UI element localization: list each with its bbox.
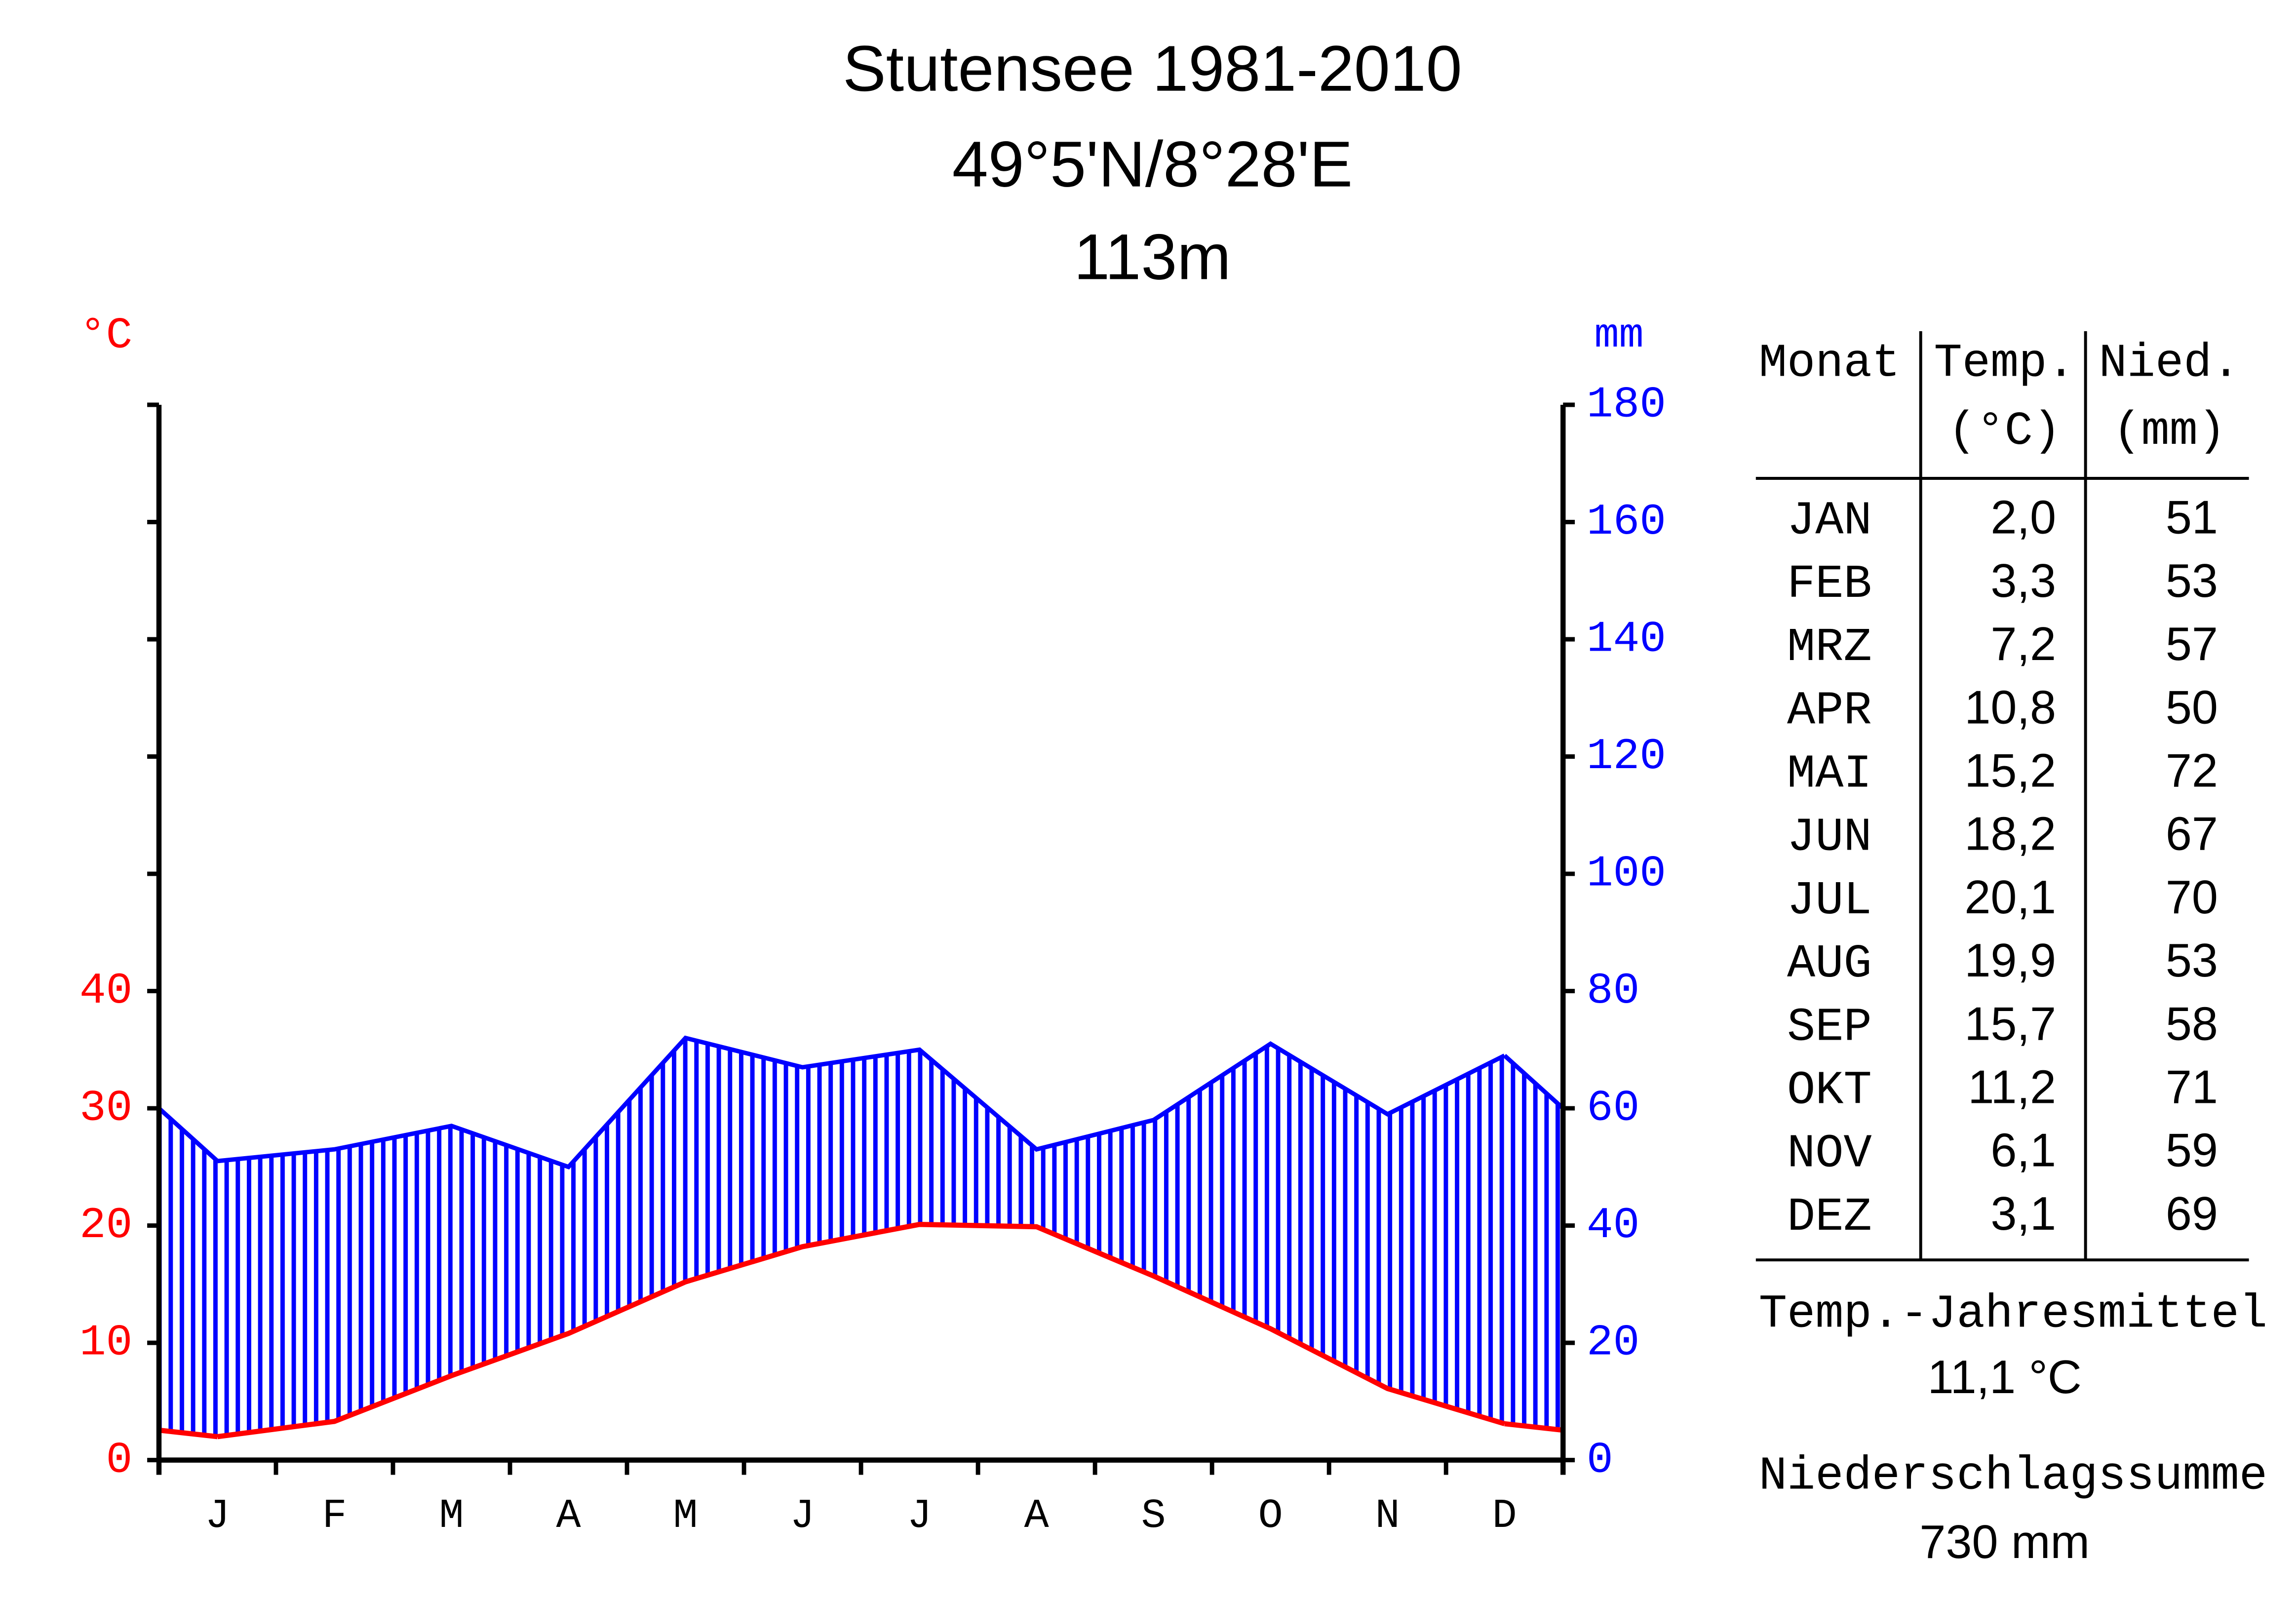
temperature-line-wrap — [158, 1427, 218, 1440]
table-precipitation: 57 — [2166, 618, 2218, 670]
y2-tick-label: 140 — [1587, 615, 1666, 664]
y2-tick-label: 40 — [1587, 1201, 1639, 1250]
table-month: NOV — [1787, 1128, 1872, 1181]
table-month: DEZ — [1787, 1191, 1872, 1244]
x-tick-label: S — [1141, 1493, 1166, 1540]
y2-axis-label: mm — [1594, 313, 1643, 359]
x-tick-label: D — [1492, 1493, 1517, 1540]
table-month: OKT — [1787, 1064, 1872, 1118]
table-temperature: 15,2 — [1964, 745, 2056, 797]
annual-mean: 11,1 °C — [1928, 1351, 2082, 1403]
y2-tick-label: 20 — [1587, 1318, 1639, 1368]
table-precipitation: 58 — [2166, 998, 2218, 1050]
table-temperature: 7,2 — [1990, 618, 2056, 670]
y-tick-label: 0 — [106, 1435, 133, 1485]
precipitation-line-wrap — [157, 1106, 219, 1163]
x-tick-label: M — [439, 1493, 464, 1540]
table-temperature: 6,1 — [1990, 1125, 2056, 1177]
y2-tick-label: 160 — [1587, 497, 1666, 547]
table-header: Nied. — [2099, 337, 2240, 390]
humid-area — [158, 1038, 1563, 1437]
x-tick-label: A — [1024, 1493, 1050, 1540]
y-tick-label: 10 — [79, 1318, 132, 1368]
y-axis-label: °C — [79, 311, 132, 360]
table-month: APR — [1787, 684, 1872, 738]
x-tick-label: J — [907, 1493, 932, 1540]
table-header: Monat — [1759, 337, 1900, 390]
plot: 0 10 20 30 40 0 20 40 60 80 100 120 140 160 180 J F M A M J J… — [79, 380, 1666, 1540]
table-precipitation: 59 — [2166, 1125, 2218, 1177]
table-temperature: 10,8 — [1964, 681, 2056, 734]
temperature-line-wrap — [1504, 1421, 1563, 1433]
x-tick-label: J — [205, 1493, 230, 1540]
y-tick-label: 30 — [79, 1084, 132, 1133]
y2-tick-label: 120 — [1587, 732, 1666, 781]
x-tick-label: M — [673, 1493, 698, 1540]
temperature-line — [217, 1222, 1506, 1440]
table-month: AUG — [1787, 937, 1872, 991]
table-temperature: 20,1 — [1964, 871, 2056, 924]
table-temperature: 19,9 — [1964, 935, 2056, 987]
table-temperature: 3,1 — [1990, 1188, 2056, 1240]
table-header: (°C) — [1948, 405, 2061, 458]
y2-tick-label: 0 — [1587, 1435, 1613, 1485]
chart-title: Stutensee 1981-2010 — [843, 32, 1462, 105]
y2-tick-label: 180 — [1587, 380, 1666, 430]
table-month: MRZ — [1787, 621, 1872, 674]
table-month: SEP — [1787, 1001, 1872, 1054]
table-month: JAN — [1787, 495, 1872, 548]
table-precipitation: 51 — [2166, 492, 2218, 544]
table-temperature: 2,0 — [1990, 492, 2056, 544]
x-tick-label: A — [556, 1493, 582, 1540]
table-month: JUN — [1787, 811, 1872, 864]
y-tick-label: 40 — [79, 966, 132, 1016]
precipitation-line — [217, 1035, 1506, 1170]
table-temperature: 15,7 — [1964, 998, 2056, 1050]
table-temperature: 3,3 — [1990, 555, 2056, 607]
table-month: FEB — [1787, 558, 1872, 611]
elevation: 113m — [1074, 220, 1231, 293]
table-header: Temp. — [1934, 337, 2075, 390]
table-precipitation: 71 — [2166, 1061, 2218, 1114]
table-precipitation: 67 — [2166, 808, 2218, 860]
data-table: Monat Temp. (°C) Nied. (mm) Temp.-Jahres… — [1755, 331, 2267, 1568]
x-tick-label: O — [1258, 1493, 1283, 1540]
y2-tick-label: 80 — [1587, 966, 1639, 1016]
table-month: MAI — [1787, 748, 1872, 801]
x-tick-label: J — [790, 1493, 815, 1540]
chart-subtitle: 49°5'N/8°28'E — [952, 128, 1353, 200]
table-precipitation: 72 — [2166, 745, 2218, 797]
table-precipitation: 69 — [2166, 1188, 2218, 1240]
table-temperature: 18,2 — [1964, 808, 2056, 860]
x-tick-label: F — [322, 1493, 347, 1540]
table-precipitation: 50 — [2166, 681, 2218, 734]
y-tick-label: 20 — [79, 1201, 132, 1250]
total: 730 mm — [1919, 1516, 2090, 1568]
y2-tick-label: 60 — [1587, 1084, 1639, 1133]
x-tick-label: N — [1375, 1493, 1400, 1540]
table-month: JUL — [1787, 874, 1872, 928]
annual-mean-label: Temp.-Jahresmittel — [1759, 1288, 2267, 1341]
table-temperature: 11,2 — [1968, 1061, 2056, 1114]
y2-tick-label: 100 — [1587, 849, 1666, 899]
table-precipitation: 53 — [2166, 935, 2218, 987]
precipitation-line-wrap — [1503, 1053, 1565, 1110]
total-label: Niederschlagssumme — [1759, 1450, 2267, 1503]
table-precipitation: 53 — [2166, 555, 2218, 607]
table-precipitation: 70 — [2166, 871, 2218, 924]
table-header: (mm) — [2113, 405, 2226, 458]
